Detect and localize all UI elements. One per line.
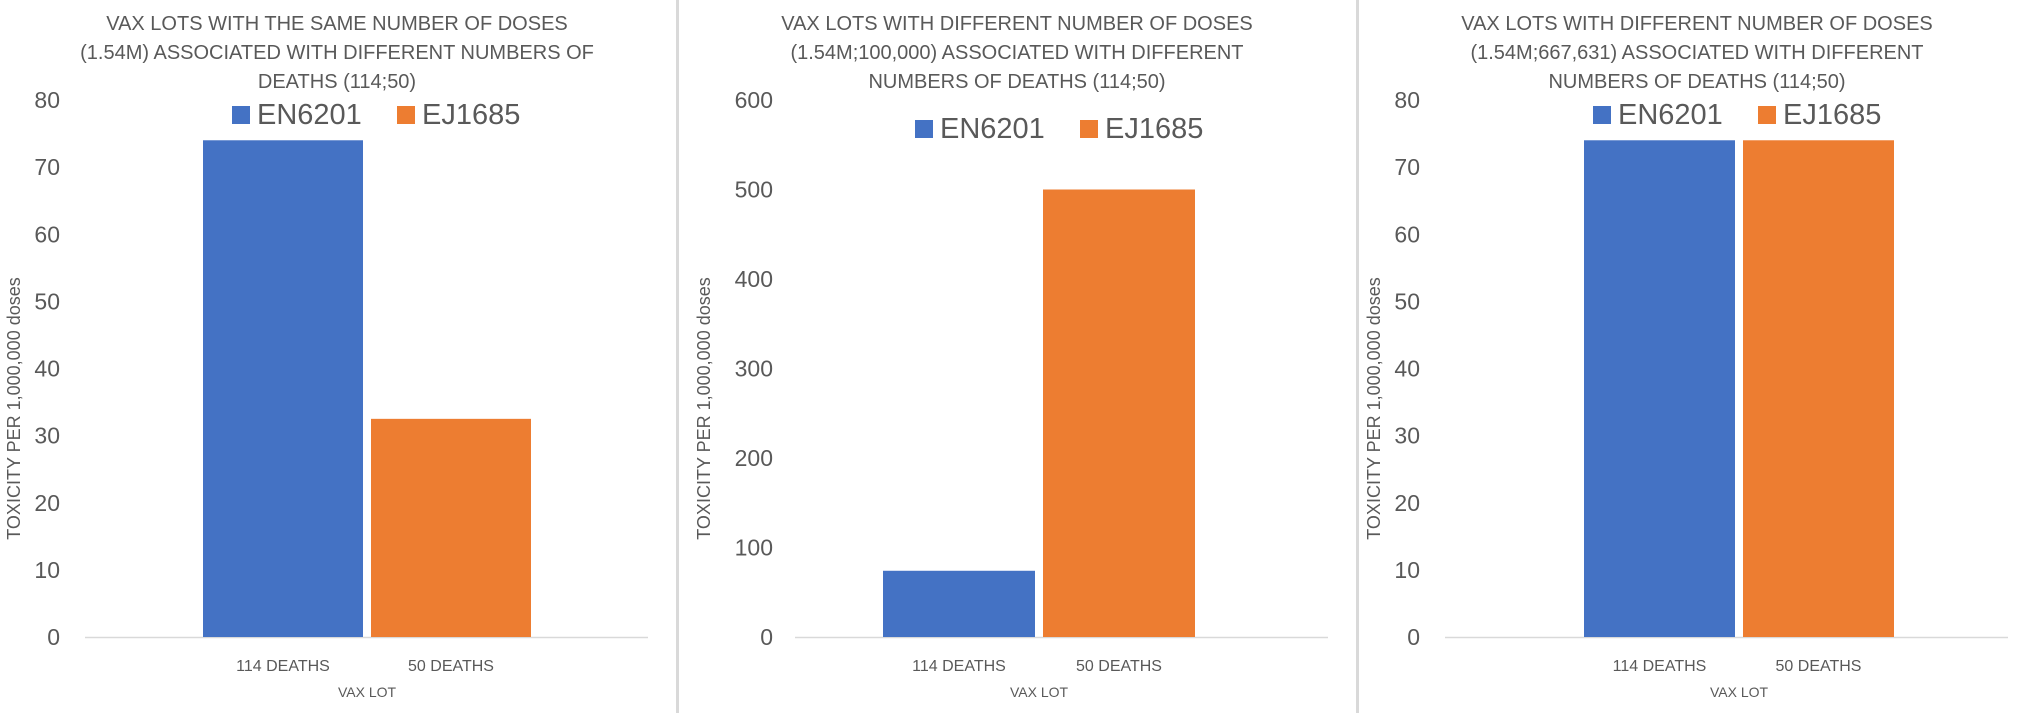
chart-title: VAX LOTS WITH DIFFERENT NUMBER OF DOSES …: [680, 10, 1354, 97]
legend-swatch-en6201: [915, 120, 933, 138]
x-tick-label: 50 DEATHS: [1076, 658, 1162, 675]
legend-label: EN6201: [1618, 99, 1723, 131]
bar-en6201: [883, 570, 1035, 637]
chart-title-line: (1.54M;100,000) ASSOCIATED WITH DIFFEREN…: [790, 42, 1244, 64]
y-tick-label: 100: [735, 535, 773, 561]
bar-ej1685: [371, 418, 531, 637]
bar-ej1685: [1743, 140, 1894, 637]
legend-label: EJ1685: [1105, 113, 1203, 145]
legend-swatch-en6201: [1593, 106, 1611, 124]
y-axis-title: TOXICITY PER 1,000,000 doses: [1364, 277, 1384, 539]
x-tick-label: 114 DEATHS: [1613, 658, 1707, 675]
y-tick-label: 0: [47, 624, 60, 650]
x-axis-title: VAX LOT: [338, 684, 397, 700]
y-tick-label: 200: [735, 445, 773, 471]
x-axis-title: VAX LOT: [1710, 684, 1769, 700]
bar-chart-svg: 0 100 200 300 400 500 600 114 DEATHS 50 DEATHS VA…: [694, 87, 1328, 700]
x-tick-label: 114 DEATHS: [236, 658, 330, 675]
y-tick-label: 10: [1394, 557, 1420, 583]
bar-en6201: [1584, 140, 1735, 637]
y-tick-label: 50: [1394, 288, 1420, 314]
chart-title: VAX LOTS WITH DIFFERENT NUMBER OF DOSES …: [1360, 10, 2024, 97]
y-axis-title: TOXICITY PER 1,000,000 doses: [4, 277, 24, 539]
y-tick-label: 60: [1394, 221, 1420, 247]
x-tick-label: 50 DEATHS: [1776, 658, 1862, 675]
legend-swatch-ej1685: [1758, 106, 1776, 124]
panel-divider: [676, 0, 679, 713]
y-tick-label: 70: [34, 154, 60, 180]
y-tick-label: 500: [735, 177, 773, 203]
chart-panel-3: VAX LOTS WITH DIFFERENT NUMBER OF DOSES …: [1360, 0, 2024, 713]
legend-swatch-ej1685: [397, 106, 415, 124]
y-tick-label: 0: [760, 624, 773, 650]
y-tick-label: 60: [34, 221, 60, 247]
y-tick-label: 300: [735, 356, 773, 382]
bar-chart-svg: 0 10 20 30 40 50 60 70 80 114 DEATHS 50 DEATHS VAX …: [1364, 87, 2008, 700]
y-tick-label: 20: [34, 490, 60, 516]
chart-title-line: NUMBERS OF DEATHS (114;50): [868, 71, 1166, 93]
y-tick-label: 70: [1394, 154, 1420, 180]
y-tick-label: 30: [34, 423, 60, 449]
y-tick-label: 600: [735, 87, 773, 113]
legend-swatch-ej1685: [1080, 120, 1098, 138]
bar-en6201: [203, 140, 363, 637]
legend-label: EJ1685: [422, 99, 520, 131]
legend-label: EJ1685: [1783, 99, 1881, 131]
y-tick-label: 400: [735, 266, 773, 292]
y-tick-label: 20: [1394, 490, 1420, 516]
chart-title-line: VAX LOTS WITH DIFFERENT NUMBER OF DOSES: [1461, 13, 1933, 35]
y-tick-label: 50: [34, 288, 60, 314]
chart-title: VAX LOTS WITH THE SAME NUMBER OF DOSES (…: [0, 10, 674, 97]
y-tick-label: 40: [34, 356, 60, 382]
chart-title-line: VAX LOTS WITH THE SAME NUMBER OF DOSES: [106, 13, 568, 35]
y-tick-label: 30: [1394, 423, 1420, 449]
y-tick-label: 80: [34, 87, 60, 113]
legend-swatch-en6201: [232, 106, 250, 124]
y-tick-label: 0: [1407, 624, 1420, 650]
y-tick-label: 80: [1394, 87, 1420, 113]
chart-panel-2: VAX LOTS WITH DIFFERENT NUMBER OF DOSES …: [680, 0, 1354, 713]
bar-chart-svg: 0 10 20 30 40 50 60 70 80 114 DEATHS 50 DEATHS VAX …: [4, 87, 648, 700]
y-tick-label: 10: [34, 557, 60, 583]
y-axis-title: TOXICITY PER 1,000,000 doses: [694, 277, 714, 539]
chart-panel-1: VAX LOTS WITH THE SAME NUMBER OF DOSES (…: [0, 0, 674, 713]
panel-divider: [1356, 0, 1359, 713]
chart-title-line: NUMBERS OF DEATHS (114;50): [1548, 71, 1846, 93]
y-tick-label: 40: [1394, 356, 1420, 382]
x-tick-label: 50 DEATHS: [408, 658, 494, 675]
legend-label: EN6201: [940, 113, 1045, 145]
chart-title-line: (1.54M;667,631) ASSOCIATED WITH DIFFEREN…: [1470, 42, 1924, 64]
bar-ej1685: [1043, 189, 1195, 637]
chart-title-line: (1.54M) ASSOCIATED WITH DIFFERENT NUMBER…: [80, 42, 594, 64]
legend-label: EN6201: [257, 99, 362, 131]
x-tick-label: 114 DEATHS: [912, 658, 1006, 675]
x-axis-title: VAX LOT: [1010, 684, 1069, 700]
chart-title-line: VAX LOTS WITH DIFFERENT NUMBER OF DOSES: [781, 13, 1253, 35]
chart-title-line: DEATHS (114;50): [257, 71, 417, 93]
